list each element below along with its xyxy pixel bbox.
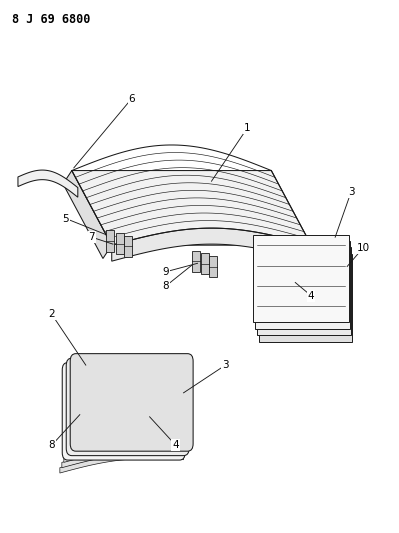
Bar xyxy=(257,247,351,335)
Text: 2: 2 xyxy=(49,310,55,319)
FancyBboxPatch shape xyxy=(62,362,185,460)
Polygon shape xyxy=(72,171,311,245)
Text: 9: 9 xyxy=(162,267,169,277)
Bar xyxy=(209,256,217,277)
Bar xyxy=(255,241,350,329)
Bar xyxy=(106,230,114,252)
Bar xyxy=(124,236,132,257)
Text: 8: 8 xyxy=(49,440,55,450)
Polygon shape xyxy=(63,171,112,259)
Text: 8 J 69 6800: 8 J 69 6800 xyxy=(12,13,90,26)
Text: 10: 10 xyxy=(357,243,369,253)
Bar xyxy=(192,251,200,272)
Polygon shape xyxy=(64,442,188,463)
Text: 3: 3 xyxy=(222,360,229,370)
Text: 3: 3 xyxy=(348,187,354,197)
Text: 1: 1 xyxy=(244,123,251,133)
FancyBboxPatch shape xyxy=(66,358,189,456)
Text: 6: 6 xyxy=(128,94,135,103)
Polygon shape xyxy=(60,453,184,473)
Text: 4: 4 xyxy=(172,440,179,450)
Text: 4: 4 xyxy=(308,291,314,301)
Polygon shape xyxy=(112,228,311,261)
Text: 5: 5 xyxy=(63,214,69,223)
Bar xyxy=(116,233,124,254)
Bar xyxy=(201,253,209,274)
Polygon shape xyxy=(18,170,78,197)
Bar xyxy=(259,254,352,342)
Polygon shape xyxy=(62,448,186,468)
Text: 7: 7 xyxy=(89,232,95,242)
FancyBboxPatch shape xyxy=(70,354,193,451)
Text: 8: 8 xyxy=(162,281,169,291)
Bar xyxy=(253,235,349,322)
